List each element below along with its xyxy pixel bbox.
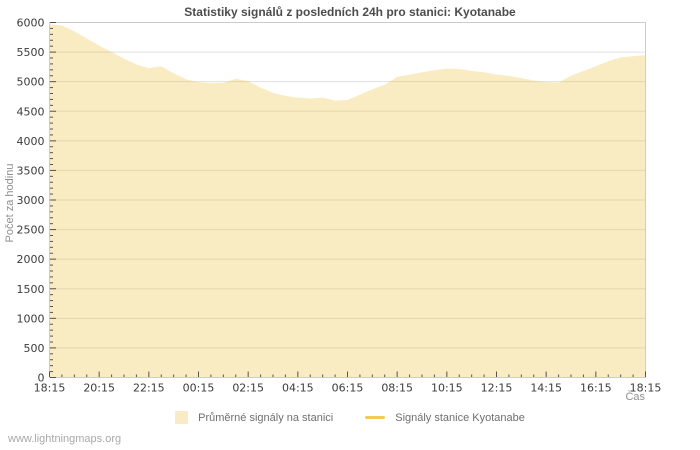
x-tick-label: 10:15 — [431, 382, 463, 395]
y-axis-title: Počet za hodinu — [4, 163, 16, 243]
line-swatch-icon — [365, 416, 386, 419]
y-tick-label: 4500 — [17, 105, 45, 118]
plot-border — [49, 22, 646, 378]
y-tick-label: 3500 — [17, 164, 45, 177]
y-tick-label: 5000 — [17, 76, 45, 89]
x-tick-label: 02:15 — [232, 382, 264, 395]
x-tick-label: 18:15 — [630, 382, 662, 395]
y-tick-label: 2000 — [17, 253, 45, 266]
y-tick-label: 1500 — [17, 283, 45, 296]
y-tick-label: 500 — [24, 342, 45, 355]
x-tick-label: 00:15 — [183, 382, 215, 395]
legend-label-area-series: Průměrné signály na stanici — [198, 411, 334, 424]
legend: Průměrné signály na stanici Signály stan… — [0, 411, 700, 424]
y-tick-label: 5500 — [17, 46, 45, 59]
y-tick-label: 4000 — [17, 135, 45, 148]
y-tick-label: 0 — [38, 372, 45, 385]
legend-label-line-series: Signály stanice Kyotanabe — [395, 411, 525, 424]
x-tick-label: 20:15 — [83, 382, 115, 395]
y-tick-label: 2500 — [17, 224, 45, 237]
x-tick-label: 14:15 — [530, 382, 562, 395]
y-tick-label: 1000 — [17, 312, 45, 325]
x-axis-title: Čas — [625, 391, 645, 403]
chart-title: Statistiky signálů z posledních 24h pro … — [184, 5, 516, 19]
area-series — [49, 24, 646, 378]
y-tick-label: 6000 — [17, 17, 45, 30]
x-tick-label: 06:15 — [332, 382, 364, 395]
y-tick-label: 3000 — [17, 194, 45, 207]
x-tick-label: 04:15 — [282, 382, 314, 395]
legend-item-line-series: Signály stanice Kyotanabe — [365, 412, 525, 424]
legend-item-area-series: Průměrné signály na stanici — [175, 411, 333, 424]
area-swatch-icon — [175, 411, 189, 424]
x-tick-label: 18:15 — [34, 382, 66, 395]
watermark: www.lightningmaps.org — [8, 433, 122, 445]
x-tick-label: 22:15 — [133, 382, 165, 395]
x-tick-label: 08:15 — [381, 382, 413, 395]
x-tick-label: 16:15 — [580, 382, 612, 395]
x-tick-label: 12:15 — [481, 382, 513, 395]
